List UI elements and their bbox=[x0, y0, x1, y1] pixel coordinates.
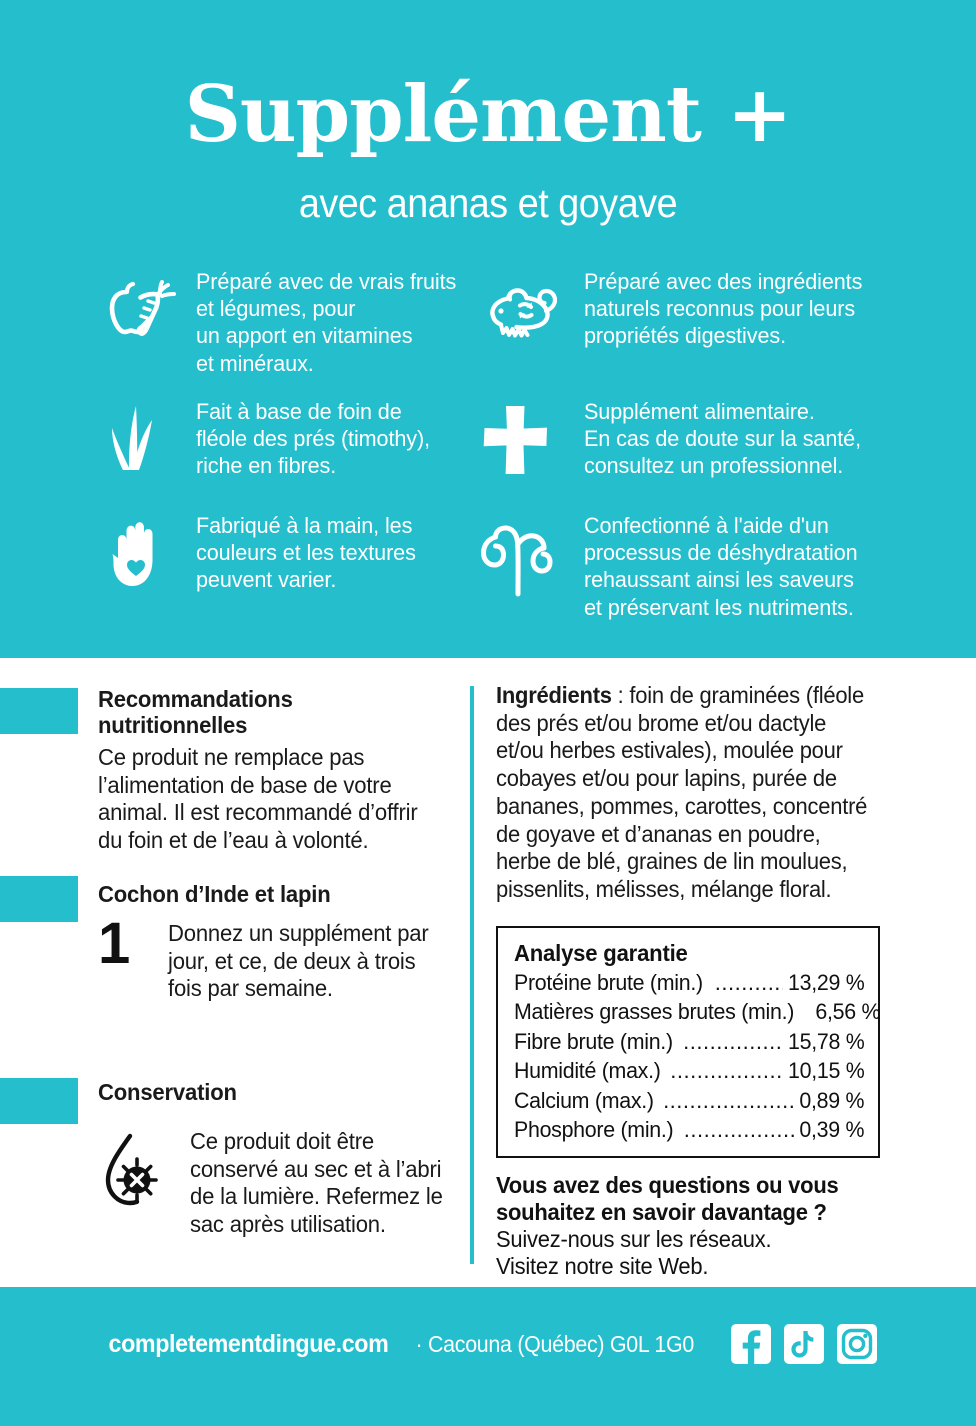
analysis-row: Phosphore (min.)........................… bbox=[514, 1115, 864, 1144]
feature-text: Fait à base de foin de fléole des prés (… bbox=[196, 399, 430, 479]
analysis-row-value: 6,56 % bbox=[815, 999, 881, 1025]
hand-heart-icon bbox=[96, 512, 180, 601]
questions-block: Vous avez des questions ou vous souhaite… bbox=[496, 1172, 896, 1281]
ingredients-label: Ingrédients bbox=[496, 682, 612, 708]
questions-body: Suivez-nous sur les réseaux. Visitez not… bbox=[496, 1225, 772, 1280]
dosage-row: 1 Donnez un supplément par jour, et ce, … bbox=[98, 911, 439, 1003]
section-marker-nutrition bbox=[0, 688, 78, 734]
dosage-number: 1 bbox=[98, 911, 131, 976]
company-address: · Cacouna (Québec) G0L 1G0 bbox=[415, 1330, 694, 1357]
analysis-row-leader: ........................................… bbox=[670, 1058, 783, 1084]
analysis-title: Analyse garantie bbox=[514, 940, 688, 966]
analysis-row: Calcium (max.)..........................… bbox=[514, 1086, 864, 1115]
feature-item: Préparé avec de vrais fruits et légumes,… bbox=[96, 268, 486, 377]
nutrition-heading: Recommandations nutritionnelles bbox=[98, 686, 293, 738]
storage-text: Ce produit doit être conservé au sec et … bbox=[190, 1128, 443, 1237]
feature-item: Supplément alimentaire. En cas de doute … bbox=[476, 398, 896, 487]
dry-no-light-droplet-icon bbox=[96, 1128, 172, 1225]
apple-carrot-icon bbox=[96, 268, 180, 357]
questions-heading: Vous avez des questions ou vous souhaite… bbox=[496, 1172, 839, 1225]
ingredients-separator: : bbox=[611, 682, 630, 708]
wilting-plant-icon bbox=[476, 512, 568, 607]
dosage-heading: Cochon d’Inde et lapin bbox=[98, 881, 331, 907]
analysis-row-label: Calcium (max.) bbox=[514, 1087, 654, 1113]
analysis-row: Protéine brute (min.)...................… bbox=[514, 968, 864, 997]
page-title: Supplément + bbox=[184, 69, 793, 160]
guinea-pig-digestion-icon bbox=[476, 268, 568, 357]
section-marker-storage bbox=[0, 1078, 78, 1124]
analysis-row-label: Phosphore (min.) bbox=[514, 1116, 674, 1142]
analysis-row-label: Protéine brute (min.) bbox=[514, 970, 703, 995]
feature-text: Fabriqué à la main, les couleurs et les … bbox=[196, 513, 416, 593]
social-links bbox=[730, 1323, 878, 1365]
storage-row: Ce produit doit être conservé au sec et … bbox=[96, 1128, 453, 1238]
analysis-row-leader: ........................................… bbox=[683, 1116, 795, 1142]
analysis-row-value: 15,78 % bbox=[787, 1028, 865, 1054]
feature-text: Préparé avec des ingrédients naturels re… bbox=[584, 269, 863, 349]
section-marker-dosage bbox=[0, 876, 78, 922]
analysis-row-leader: ........................................… bbox=[714, 970, 783, 995]
analysis-row-value: 10,15 % bbox=[787, 1058, 865, 1084]
right-column: Ingrédients : foin de graminées (fléole … bbox=[496, 682, 896, 1279]
storage-heading: Conservation bbox=[98, 1079, 237, 1105]
dosage-text: Donnez un supplément par jour, et ce, de… bbox=[168, 920, 429, 1002]
analysis-row-label: Fibre brute (min.) bbox=[514, 1028, 673, 1054]
hero-section: Supplément + avec ananas et goyave Prépa… bbox=[0, 0, 976, 658]
column-divider bbox=[470, 686, 474, 1264]
ingredients-text: foin de graminées (fléole des prés et/ou… bbox=[496, 682, 868, 902]
nutrition-body: Ce produit ne remplace pas l’alimentatio… bbox=[98, 744, 418, 853]
feature-item: Préparé avec des ingrédients naturels re… bbox=[476, 268, 896, 357]
analysis-row: Fibre brute (min.)......................… bbox=[514, 1027, 864, 1056]
website-link[interactable]: completementdingue.com bbox=[108, 1329, 389, 1358]
feature-text: Supplément alimentaire. En cas de doute … bbox=[584, 399, 862, 479]
feature-item: Fabriqué à la main, les couleurs et les … bbox=[96, 512, 486, 601]
guaranteed-analysis-table: Analyse garantie Protéine brute (min.)..… bbox=[496, 926, 880, 1159]
ingredients-paragraph: Ingrédients : foin de graminées (fléole … bbox=[496, 682, 878, 904]
analysis-row-label: Matières grasses brutes (min.) bbox=[514, 999, 795, 1025]
feature-text: Préparé avec de vrais fruits et légumes,… bbox=[196, 269, 457, 376]
page-subtitle: avec ananas et goyave bbox=[298, 180, 678, 226]
analysis-row-value: 0,39 % bbox=[799, 1116, 864, 1142]
feature-item: Confectionné à l'aide d'un processus de … bbox=[476, 512, 896, 621]
analysis-row-leader: ........................................… bbox=[683, 1028, 783, 1054]
analysis-row-label: Humidité (max.) bbox=[514, 1058, 661, 1084]
analysis-row-value: 0,89 % bbox=[799, 1087, 864, 1113]
analysis-row-leader: ........................................… bbox=[663, 1087, 795, 1113]
analysis-row: Humidité (max.).........................… bbox=[514, 1056, 864, 1085]
plus-icon bbox=[476, 398, 568, 487]
facebook-icon[interactable] bbox=[730, 1323, 772, 1365]
tiktok-icon[interactable] bbox=[783, 1323, 825, 1365]
analysis-row: Matières grasses brutes (min.)..........… bbox=[514, 997, 880, 1026]
grass-hay-icon bbox=[96, 398, 180, 487]
analysis-row-value: 13,29 % bbox=[787, 970, 865, 995]
feature-item: Fait à base de foin de fléole des prés (… bbox=[96, 398, 486, 487]
instagram-icon[interactable] bbox=[836, 1323, 878, 1365]
feature-text: Confectionné à l'aide d'un processus de … bbox=[584, 513, 858, 620]
footer-bar: completementdingue.com · Cacouna (Québec… bbox=[0, 1287, 976, 1426]
